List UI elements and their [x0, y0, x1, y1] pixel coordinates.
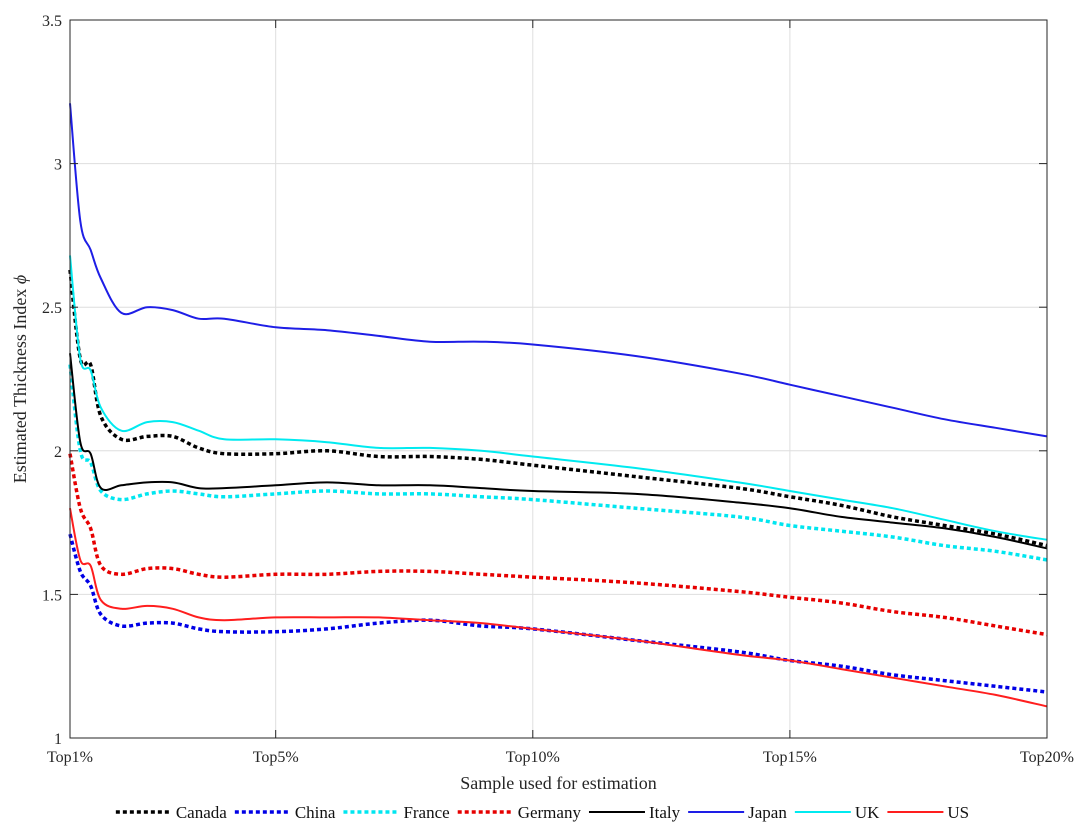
series-line-china: [68, 533, 1048, 694]
y-tick-label: 2.5: [42, 300, 62, 317]
series-line-us: [69, 508, 1048, 708]
series-line-france: [68, 364, 1048, 562]
y-tick-label: 2: [54, 444, 62, 461]
y-tick-label: 1: [54, 731, 62, 748]
y-axis-label-symbol: ϕ: [10, 275, 30, 284]
legend-label-china: China: [295, 803, 336, 822]
legend-label-germany: Germany: [518, 803, 582, 822]
x-tick-label: Top1%: [47, 749, 93, 766]
x-tick-label: Top15%: [763, 749, 817, 766]
series-lines: [68, 103, 1048, 708]
x-tick-label: Top10%: [506, 749, 560, 766]
series-line-germany: [68, 453, 1048, 637]
axis-ticks: Top1% Top5% Top10% Top15% Top20% 1 1.5 2 2.5 3 3.5: [42, 13, 1074, 766]
series-line-japan: [69, 103, 1048, 438]
plot-frame: [69, 19, 1048, 739]
legend-label-canada: Canada: [176, 803, 227, 822]
y-axis-label-text: Estimated Thickness Index: [10, 284, 30, 483]
y-axis-label: Estimated Thickness Index ϕ: [10, 275, 30, 483]
legend-label-us: US: [947, 803, 969, 822]
x-tick-label: Top5%: [253, 749, 299, 766]
legend-label-italy: Italy: [649, 803, 681, 822]
series-line-canada: [68, 269, 1048, 548]
legend-label-japan: Japan: [748, 803, 787, 822]
series-line-italy: [69, 353, 1048, 550]
x-axis-label: Sample used for estimation: [460, 773, 656, 793]
y-tick-label: 1.5: [42, 587, 62, 604]
legend-label-uk: UK: [855, 803, 880, 822]
y-tick-label: 3: [54, 157, 62, 174]
series-line-uk: [69, 255, 1048, 541]
x-tick-label: Top20%: [1020, 749, 1074, 766]
y-tick-label: 3.5: [42, 13, 62, 30]
legend-label-france: France: [403, 803, 449, 822]
legend: Canada China France Germany Italy Japan UK US: [115, 803, 969, 822]
